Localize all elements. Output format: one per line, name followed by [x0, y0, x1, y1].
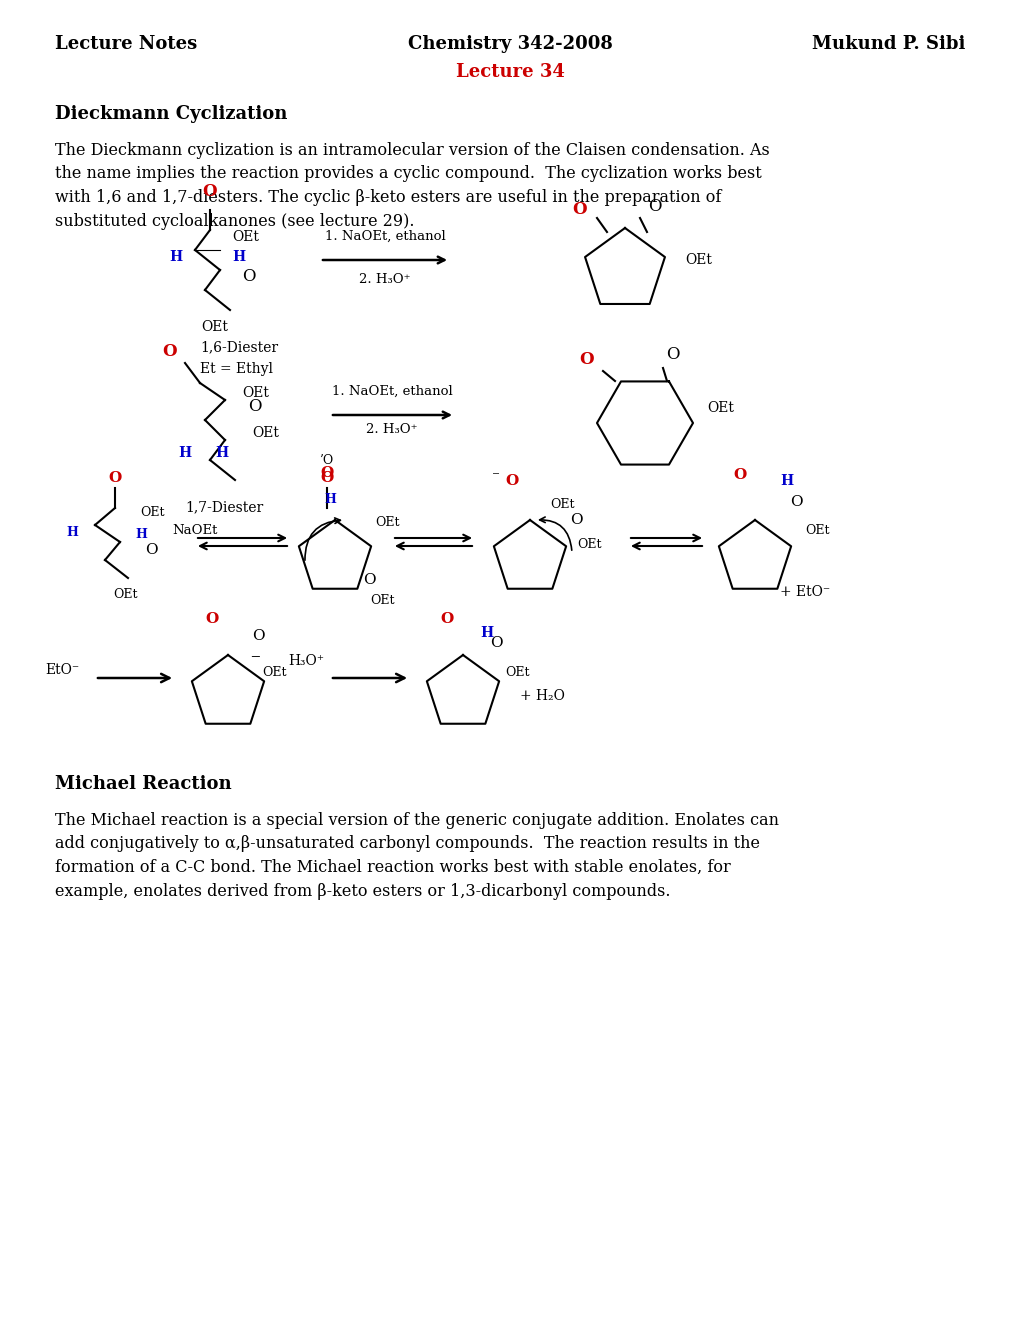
Text: O: O [363, 573, 375, 587]
Text: H: H [66, 525, 77, 539]
Text: O: O [162, 343, 177, 360]
Text: H: H [135, 528, 147, 541]
Text: H: H [169, 249, 181, 264]
Text: OEt: OEt [504, 667, 529, 680]
Text: 1. NaOEt, ethanol: 1. NaOEt, ethanol [331, 385, 452, 399]
Text: ⁻: ⁻ [491, 471, 499, 484]
Text: The Dieckmann cyclization is an intramolecular version of the Claisen condensati: The Dieckmann cyclization is an intramol… [55, 143, 769, 230]
Text: OEt: OEt [549, 499, 574, 511]
Text: OEt: OEt [231, 230, 259, 244]
Text: 1. NaOEt, ethanol: 1. NaOEt, ethanol [324, 230, 445, 243]
Text: EtO⁻: EtO⁻ [45, 663, 79, 677]
Text: OEt: OEt [804, 524, 828, 536]
Text: H: H [480, 626, 492, 640]
Text: 2. H₃O⁺: 2. H₃O⁺ [366, 422, 418, 436]
Text: O: O [790, 495, 802, 510]
Text: OEt: OEt [252, 426, 278, 440]
Text: O: O [572, 201, 587, 218]
Text: O: O [205, 612, 218, 626]
Text: H: H [324, 492, 335, 506]
Text: H₃O⁺: H₃O⁺ [287, 653, 324, 668]
Text: OEt: OEt [706, 401, 733, 414]
Text: OEt: OEt [370, 594, 394, 606]
Text: O: O [252, 630, 264, 643]
Text: 1,6-Diester: 1,6-Diester [200, 341, 278, 354]
Text: O: O [108, 471, 121, 484]
Text: 1,7-Diester: 1,7-Diester [184, 500, 263, 513]
Text: O: O [579, 351, 594, 368]
Text: NaOEt: NaOEt [172, 524, 217, 536]
Text: O: O [440, 612, 453, 626]
Text: OEt: OEt [577, 539, 601, 552]
Text: Chemistry 342-2008: Chemistry 342-2008 [408, 36, 611, 53]
Text: + EtO⁻: + EtO⁻ [780, 585, 829, 599]
Text: Lecture 34: Lecture 34 [455, 63, 564, 81]
Text: + H₂O: + H₂O [520, 689, 565, 704]
Text: Dieckmann Cyclization: Dieckmann Cyclization [55, 106, 287, 123]
Text: OEt: OEt [140, 506, 164, 519]
Text: OEt: OEt [685, 253, 711, 267]
Text: O: O [648, 198, 661, 215]
Text: O: O [145, 543, 158, 557]
Text: O: O [320, 471, 333, 484]
Text: Michael Reaction: Michael Reaction [55, 775, 231, 793]
Text: O: O [203, 183, 217, 201]
Text: ’O: ’O [319, 454, 332, 466]
Text: OEt: OEt [202, 319, 228, 334]
Text: 2. H₃O⁺: 2. H₃O⁺ [359, 273, 411, 286]
Text: O: O [570, 513, 582, 527]
Text: OEt: OEt [242, 385, 269, 400]
Text: Lecture Notes: Lecture Notes [55, 36, 197, 53]
Text: OEt: OEt [375, 516, 399, 528]
Text: O: O [248, 399, 261, 416]
Text: Et = Ethyl: Et = Ethyl [200, 362, 273, 376]
Text: O: O [504, 474, 518, 488]
Text: The Michael reaction is a special version of the generic conjugate addition. Eno: The Michael reaction is a special versio… [55, 812, 779, 899]
Text: O: O [489, 636, 502, 649]
Text: O: O [665, 346, 679, 363]
Text: O: O [242, 268, 255, 285]
Text: H: H [231, 249, 245, 264]
Text: OEt: OEt [262, 667, 286, 680]
Text: H: H [178, 446, 192, 459]
Text: H: H [215, 446, 228, 459]
Text: Mukund P. Sibi: Mukund P. Sibi [811, 36, 964, 53]
Text: H: H [780, 474, 793, 488]
Text: O: O [320, 466, 333, 480]
Text: OEt: OEt [113, 587, 138, 601]
Text: –: – [250, 647, 260, 665]
Text: O: O [733, 469, 746, 482]
